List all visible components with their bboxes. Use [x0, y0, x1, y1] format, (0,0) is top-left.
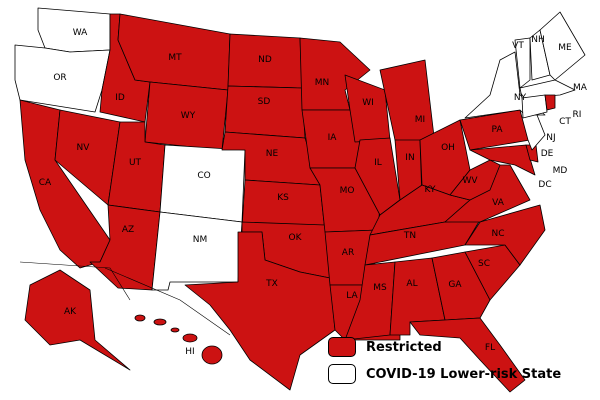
state-label-md: MD	[553, 166, 568, 176]
state-label-ga: GA	[448, 280, 462, 290]
state-label-sc: SC	[478, 259, 490, 269]
state-label-mt: MT	[168, 53, 182, 63]
state-hi-island[interactable]	[201, 345, 223, 365]
state-sd[interactable]	[224, 85, 306, 139]
state-label-nv: NV	[77, 143, 91, 153]
state-label-ia: IA	[328, 133, 338, 143]
state-label-al: AL	[406, 279, 417, 289]
state-label-dc: DC	[538, 180, 551, 190]
state-label-nh: NH	[531, 35, 545, 45]
state-label-wa: WA	[73, 28, 88, 38]
state-label-nm: NM	[193, 235, 208, 245]
alaska-inset-border	[19, 261, 131, 301]
state-md[interactable]	[469, 144, 536, 176]
state-label-vt: VT	[512, 41, 524, 51]
legend-item-restricted: Restricted	[328, 337, 442, 357]
state-ma[interactable]	[519, 79, 576, 99]
state-hi-island[interactable]	[134, 314, 146, 322]
state-label-ok: OK	[289, 233, 303, 243]
state-label-wv: WV	[462, 176, 478, 186]
state-hi-island[interactable]	[182, 333, 198, 343]
legend-label: Restricted	[366, 339, 442, 355]
state-ct[interactable]	[521, 94, 548, 119]
state-vt[interactable]	[514, 37, 531, 89]
state-label-nd: ND	[258, 55, 272, 65]
state-label-de: DE	[541, 149, 554, 159]
state-label-pa: PA	[491, 125, 503, 135]
state-label-ks: KS	[277, 193, 289, 203]
state-label-mi: MI	[415, 115, 425, 125]
state-label-la: LA	[346, 291, 358, 301]
state-label-va: VA	[492, 198, 505, 208]
state-label-nj: NJ	[546, 133, 555, 143]
state-ak[interactable]	[24, 269, 131, 371]
legend-label: COVID-19 Lower-risk State	[366, 366, 562, 382]
state-label-mn: MN	[315, 78, 330, 88]
state-tx[interactable]	[184, 231, 336, 391]
legend-item-lower-risk: COVID-19 Lower-risk State	[328, 364, 561, 384]
state-label-sd: SD	[258, 97, 271, 107]
state-label-fl: FL	[485, 343, 495, 353]
state-label-co: CO	[197, 171, 210, 181]
state-hi-island[interactable]	[153, 318, 167, 326]
state-label-ms: MS	[373, 283, 387, 293]
hawaii-inset-border	[104, 267, 231, 336]
state-label-ut: UT	[129, 158, 142, 168]
state-ms[interactable]	[344, 261, 396, 341]
legend-swatch-restricted	[328, 337, 356, 357]
state-label-oh: OH	[441, 143, 455, 153]
state-fl[interactable]	[409, 317, 526, 393]
state-label-az: AZ	[122, 225, 134, 235]
state-label-ct: CT	[559, 117, 571, 127]
state-label-mo: MO	[340, 186, 355, 196]
state-label-nc: NC	[491, 229, 504, 239]
state-co[interactable]	[159, 144, 246, 223]
state-nm[interactable]	[151, 211, 243, 291]
state-label-tn: TN	[403, 231, 416, 241]
state-label-id: ID	[115, 93, 125, 103]
state-label-me: ME	[558, 43, 572, 53]
state-label-ma: MA	[573, 83, 588, 93]
state-label-ky: KY	[424, 185, 436, 195]
state-label-wy: WY	[181, 111, 196, 121]
state-tn[interactable]	[364, 219, 481, 266]
state-label-il: IL	[374, 158, 382, 168]
state-label-ny: NY	[514, 93, 527, 103]
state-label-hi: HI	[185, 347, 194, 357]
state-label-wi: WI	[362, 98, 374, 108]
state-label-ak: AK	[64, 307, 77, 317]
state-label-or: OR	[53, 73, 66, 83]
legend-swatch-lower-risk	[328, 364, 356, 384]
state-label-tx: TX	[265, 279, 278, 289]
state-hi-island[interactable]	[170, 327, 180, 333]
state-label-ne: NE	[266, 149, 279, 159]
state-ga[interactable]	[431, 251, 491, 321]
state-me[interactable]	[539, 11, 586, 81]
state-label-ri: RI	[573, 110, 582, 120]
state-wv[interactable]	[449, 159, 501, 201]
state-ri[interactable]	[544, 94, 556, 111]
state-label-ca: CA	[39, 178, 52, 188]
state-mt[interactable]	[117, 13, 231, 91]
state-label-ar: AR	[342, 248, 354, 258]
state-label-in: IN	[405, 153, 414, 163]
